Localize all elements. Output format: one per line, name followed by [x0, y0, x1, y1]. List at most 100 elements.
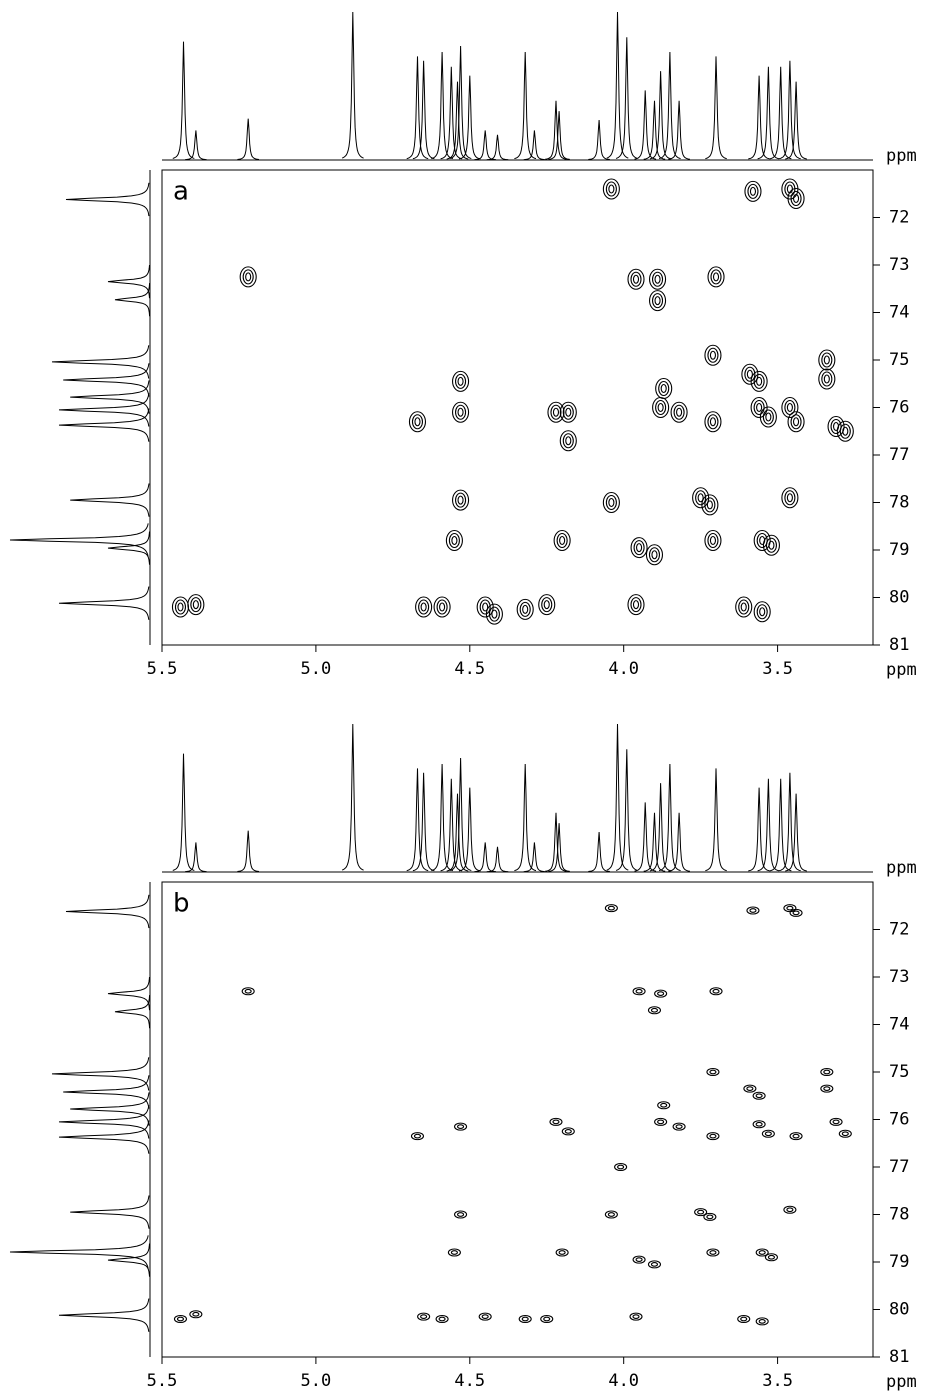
contour: [761, 1129, 775, 1138]
cross-peak: [703, 1212, 717, 1221]
projection-peak: [70, 483, 150, 517]
contour: [652, 396, 670, 419]
y-tick-label: 81: [889, 635, 909, 655]
x-tick-label: 4.5: [454, 659, 485, 679]
cross-peak: [445, 529, 463, 552]
contour: [417, 1312, 431, 1321]
y-tick-label: 74: [889, 1015, 909, 1035]
projection-peak: [406, 56, 429, 160]
contour: [562, 404, 574, 420]
cross-peak: [173, 1314, 188, 1324]
cross-peak: [752, 1120, 766, 1129]
projection-peak: [9, 1235, 149, 1269]
cross-peak: [538, 594, 556, 616]
contour: [413, 1133, 422, 1139]
contour: [675, 1124, 683, 1129]
contour: [792, 910, 800, 916]
cross-peak: [478, 1312, 492, 1321]
cross-peak: [818, 368, 836, 390]
contour: [657, 991, 665, 996]
cross-peak: [753, 601, 771, 623]
contour: [192, 600, 199, 610]
contour: [565, 436, 572, 446]
projection-peak: [769, 66, 792, 160]
contour: [657, 1101, 671, 1110]
contour: [562, 433, 574, 449]
contour: [630, 537, 648, 559]
contour: [630, 271, 642, 287]
cross-peak: [476, 596, 494, 618]
contour: [632, 1314, 640, 1319]
contour: [676, 407, 683, 417]
contour: [756, 402, 763, 413]
cross-peak: [417, 1312, 431, 1321]
projection-peak: [548, 111, 570, 160]
projection-peak: [705, 56, 727, 160]
projection-peak: [58, 1105, 150, 1139]
x-tick-label: 5.0: [301, 659, 332, 679]
contour: [452, 489, 470, 511]
cross-peak: [516, 598, 534, 620]
cross-peak: [485, 603, 503, 625]
contour: [478, 1312, 492, 1321]
contour: [445, 529, 463, 552]
contour: [654, 989, 668, 998]
contour: [789, 1132, 803, 1141]
x-tick-label: 5.5: [147, 659, 178, 679]
cross-peak: [752, 1091, 766, 1100]
cross-peak: [647, 1260, 662, 1269]
contour: [746, 906, 760, 915]
contour: [436, 599, 448, 615]
cross-peak: [452, 401, 470, 423]
contour: [706, 1067, 720, 1077]
panel-label: b: [173, 889, 190, 919]
cross-peak: [408, 411, 427, 433]
contour: [632, 600, 640, 610]
y-tick-label: 75: [889, 350, 909, 370]
contour: [555, 1248, 569, 1257]
panel: 5.5 5.0 4.5 4.0 3.5 ppm 72 73 74 75 76 77 78 79 80 81 pp…: [9, 723, 917, 1392]
projection-peak: [748, 787, 771, 872]
contour: [697, 493, 704, 503]
projection-peak: [51, 1057, 150, 1091]
contour: [784, 399, 796, 416]
contour: [765, 412, 772, 422]
cross-peak: [447, 1248, 461, 1257]
y-tick-label: 79: [889, 1252, 909, 1272]
y-tick-label: 78: [889, 1205, 909, 1225]
contour: [749, 908, 757, 913]
contour: [841, 1131, 849, 1137]
cross-peak: [239, 266, 257, 288]
contour: [823, 1069, 831, 1075]
contour: [455, 404, 467, 420]
contour: [176, 1316, 185, 1322]
contour: [756, 376, 763, 386]
contour: [452, 370, 470, 392]
contour: [709, 1069, 717, 1075]
contour: [706, 500, 713, 510]
cross-peak: [755, 1317, 769, 1326]
contour: [789, 908, 803, 917]
cross-peak: [694, 1208, 708, 1217]
contour: [491, 609, 498, 619]
panel: 5.5 5.0 4.5 4.0 3.5 ppm 72 73 74 75 76 77 78 79 80 81 pp…: [9, 11, 917, 680]
contour: [547, 401, 565, 423]
projection-peak: [237, 830, 260, 872]
y-tick-label: 73: [889, 255, 909, 275]
contour: [786, 905, 794, 911]
contour: [633, 540, 645, 556]
cross-peak: [553, 529, 571, 552]
contour: [712, 272, 720, 282]
contour: [420, 1314, 428, 1319]
cross-peak: [614, 1162, 628, 1172]
projection-peak: [615, 749, 638, 871]
cross-peak: [759, 406, 777, 428]
contour: [241, 987, 255, 996]
contour: [605, 494, 617, 511]
cross-peak: [704, 344, 722, 366]
projection-peak: [237, 118, 260, 160]
contour: [485, 603, 503, 625]
cross-peak: [692, 487, 710, 509]
